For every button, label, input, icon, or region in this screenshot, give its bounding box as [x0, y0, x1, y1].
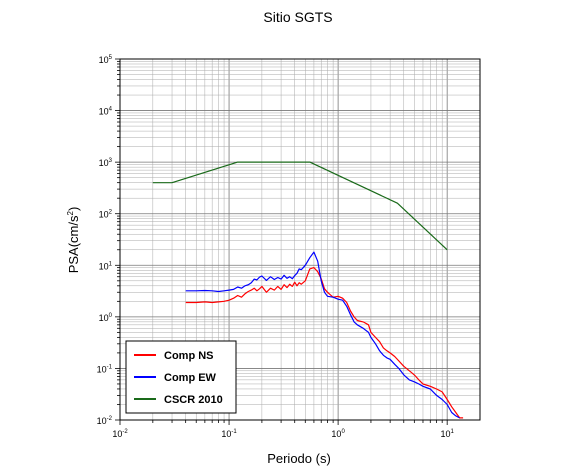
y-tick-label: 10-1 [97, 364, 113, 374]
series-line-2 [152, 161, 448, 251]
plot-frame [119, 58, 481, 421]
x-tick-label: 100 [331, 429, 345, 439]
grid [120, 59, 480, 420]
axis-ticks: 10-2 10-1 100 101 10-2 10-1 100 101 102 103 104 105 [97, 55, 455, 439]
legend-label: CSCR 2010 [164, 394, 223, 406]
y-axis-label-main: PSA(cm/s [66, 215, 81, 273]
y-tick-label: 105 [99, 55, 113, 65]
x-axis-label: Periodo (s) [267, 451, 331, 466]
y-axis-label: PSA(cm/s2) [66, 207, 81, 274]
chart-title: Sitio SGTS [263, 9, 332, 25]
series-lines [152, 161, 464, 419]
y-axis-label-close: ) [66, 207, 81, 211]
legend-label: Comp NS [164, 350, 214, 362]
y-tick-label: 100 [99, 313, 113, 323]
y-tick-label: 104 [99, 107, 113, 117]
y-axis-label-superscript: 2 [66, 211, 75, 216]
x-tick-label: 10-1 [221, 429, 237, 439]
legend: Comp NS Comp EW CSCR 2010 [125, 340, 237, 414]
legend-label: Comp EW [164, 372, 217, 384]
y-tick-label: 102 [99, 210, 113, 220]
y-tick-label: 101 [99, 261, 113, 271]
x-tick-label: 10-2 [112, 429, 128, 439]
y-tick-label: 103 [99, 158, 113, 168]
y-tick-label: 10-2 [97, 416, 113, 426]
series-line-0 [185, 267, 464, 419]
x-tick-label: 101 [440, 429, 454, 439]
series-line-1 [185, 251, 460, 419]
